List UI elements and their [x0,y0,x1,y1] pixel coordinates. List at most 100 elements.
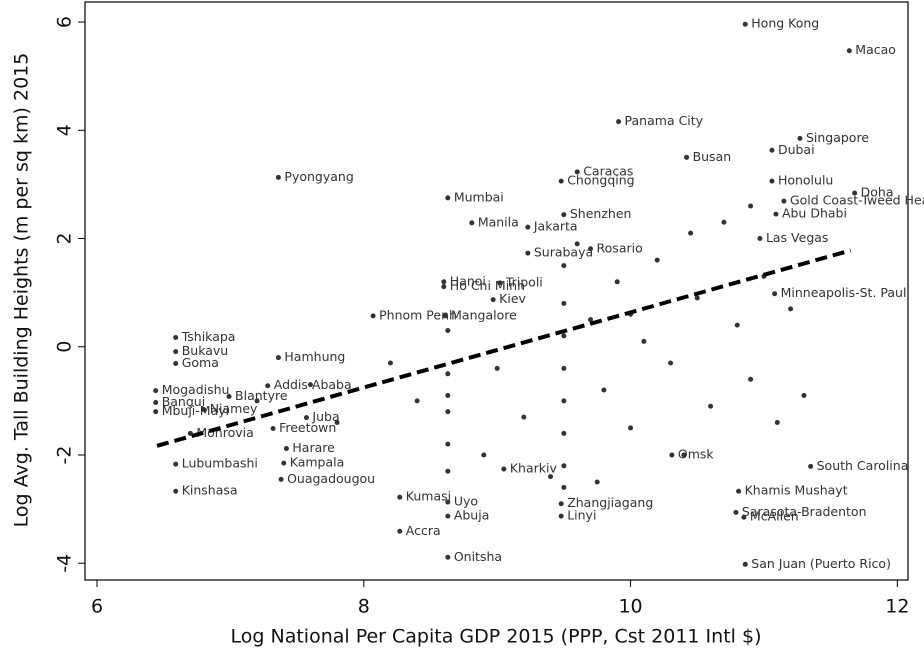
point [641,338,647,344]
point-label: Singapore [806,130,869,145]
point [275,174,281,180]
point [173,488,179,494]
point [772,291,778,297]
point-label: Abuja [454,508,490,523]
point [445,409,451,415]
x-tick-label: 10 [618,596,642,618]
point [445,371,451,377]
point-label: Freetown [279,420,336,435]
point [721,219,727,225]
point [748,203,754,209]
point [669,452,675,458]
point [442,313,448,319]
point [748,376,754,382]
point-label: Shenzhen [570,206,632,221]
point [281,460,287,466]
fit-line [156,248,852,448]
point-label: Phnom Penh [379,307,457,322]
y-axis-title: Log Avg. Tall Building Heights (m per sq… [11,53,33,528]
point-label: Tshikapa [181,329,236,344]
point [501,466,507,472]
point-label: Tripoli [505,274,543,289]
point [614,279,620,285]
point-label: Omsk [678,446,715,461]
point [490,297,496,303]
point-label: Jakarta [533,219,578,234]
y-tick-label: 2 [54,232,76,244]
point [558,178,564,184]
y-tick-label: -4 [54,554,76,573]
point [173,335,179,341]
point-label: Panama City [625,113,704,128]
point [445,468,451,474]
point [594,479,600,485]
point-label: Goma [182,355,219,370]
point-label: Abu Dhabi [782,206,847,221]
point [769,178,775,184]
point-label: Hanoi [450,273,486,288]
point [588,317,594,323]
point [561,300,567,306]
point-label: Onitsha [454,549,502,564]
point [561,430,567,436]
point-label: Uyo [454,494,478,509]
point [370,313,376,319]
point [558,513,564,519]
point [561,463,567,469]
point [846,48,852,54]
point-label: Harare [292,440,335,455]
point [521,414,527,420]
point [414,398,420,404]
point-label: Zhangjiagang [567,495,653,510]
point [445,328,451,334]
x-axis-title: Log National Per Capita GDP 2015 (PPP, C… [231,626,762,648]
point [441,279,447,285]
point [153,409,159,415]
point-label: Mbuji-Mayi [162,403,229,418]
point [275,355,281,361]
point [173,349,179,355]
point [668,360,674,366]
point [574,241,580,247]
point [808,463,814,469]
y-tick-label: 6 [54,16,76,28]
point [734,322,740,328]
point-label: Mogadishu [162,382,230,397]
point [574,169,580,175]
point-label: Niamey [210,401,258,416]
point [616,119,622,125]
point-label: Mangalore [451,307,517,322]
x-tick-label: 12 [885,596,909,618]
point-label: McAllen [750,509,799,524]
x-tick-label: 6 [91,596,103,618]
point-label: Kharkiv [510,461,558,476]
point [548,474,554,480]
point-label: Bangui [162,394,206,409]
point [797,135,803,141]
point [774,420,780,426]
point [307,382,313,388]
point-label: Juba [311,409,339,424]
point-label: Kiev [499,291,526,306]
point [733,509,739,515]
point-label: Kinshasa [182,483,238,498]
point [278,476,284,482]
point [852,190,858,196]
point [445,195,451,201]
point [769,147,775,153]
point [445,513,451,519]
point-label: Honolulu [778,173,833,188]
point [226,394,232,400]
point-label: Monrovia [196,425,253,440]
x-tick-label: 8 [358,596,370,618]
point [801,392,807,398]
point-label: Hamhung [284,349,345,364]
point [561,365,567,371]
point [303,415,309,421]
y-tick-label: 0 [54,341,76,353]
point-label: Sarasota-Bradenton [742,504,867,519]
point [561,398,567,404]
point [736,488,742,494]
point [153,388,159,394]
